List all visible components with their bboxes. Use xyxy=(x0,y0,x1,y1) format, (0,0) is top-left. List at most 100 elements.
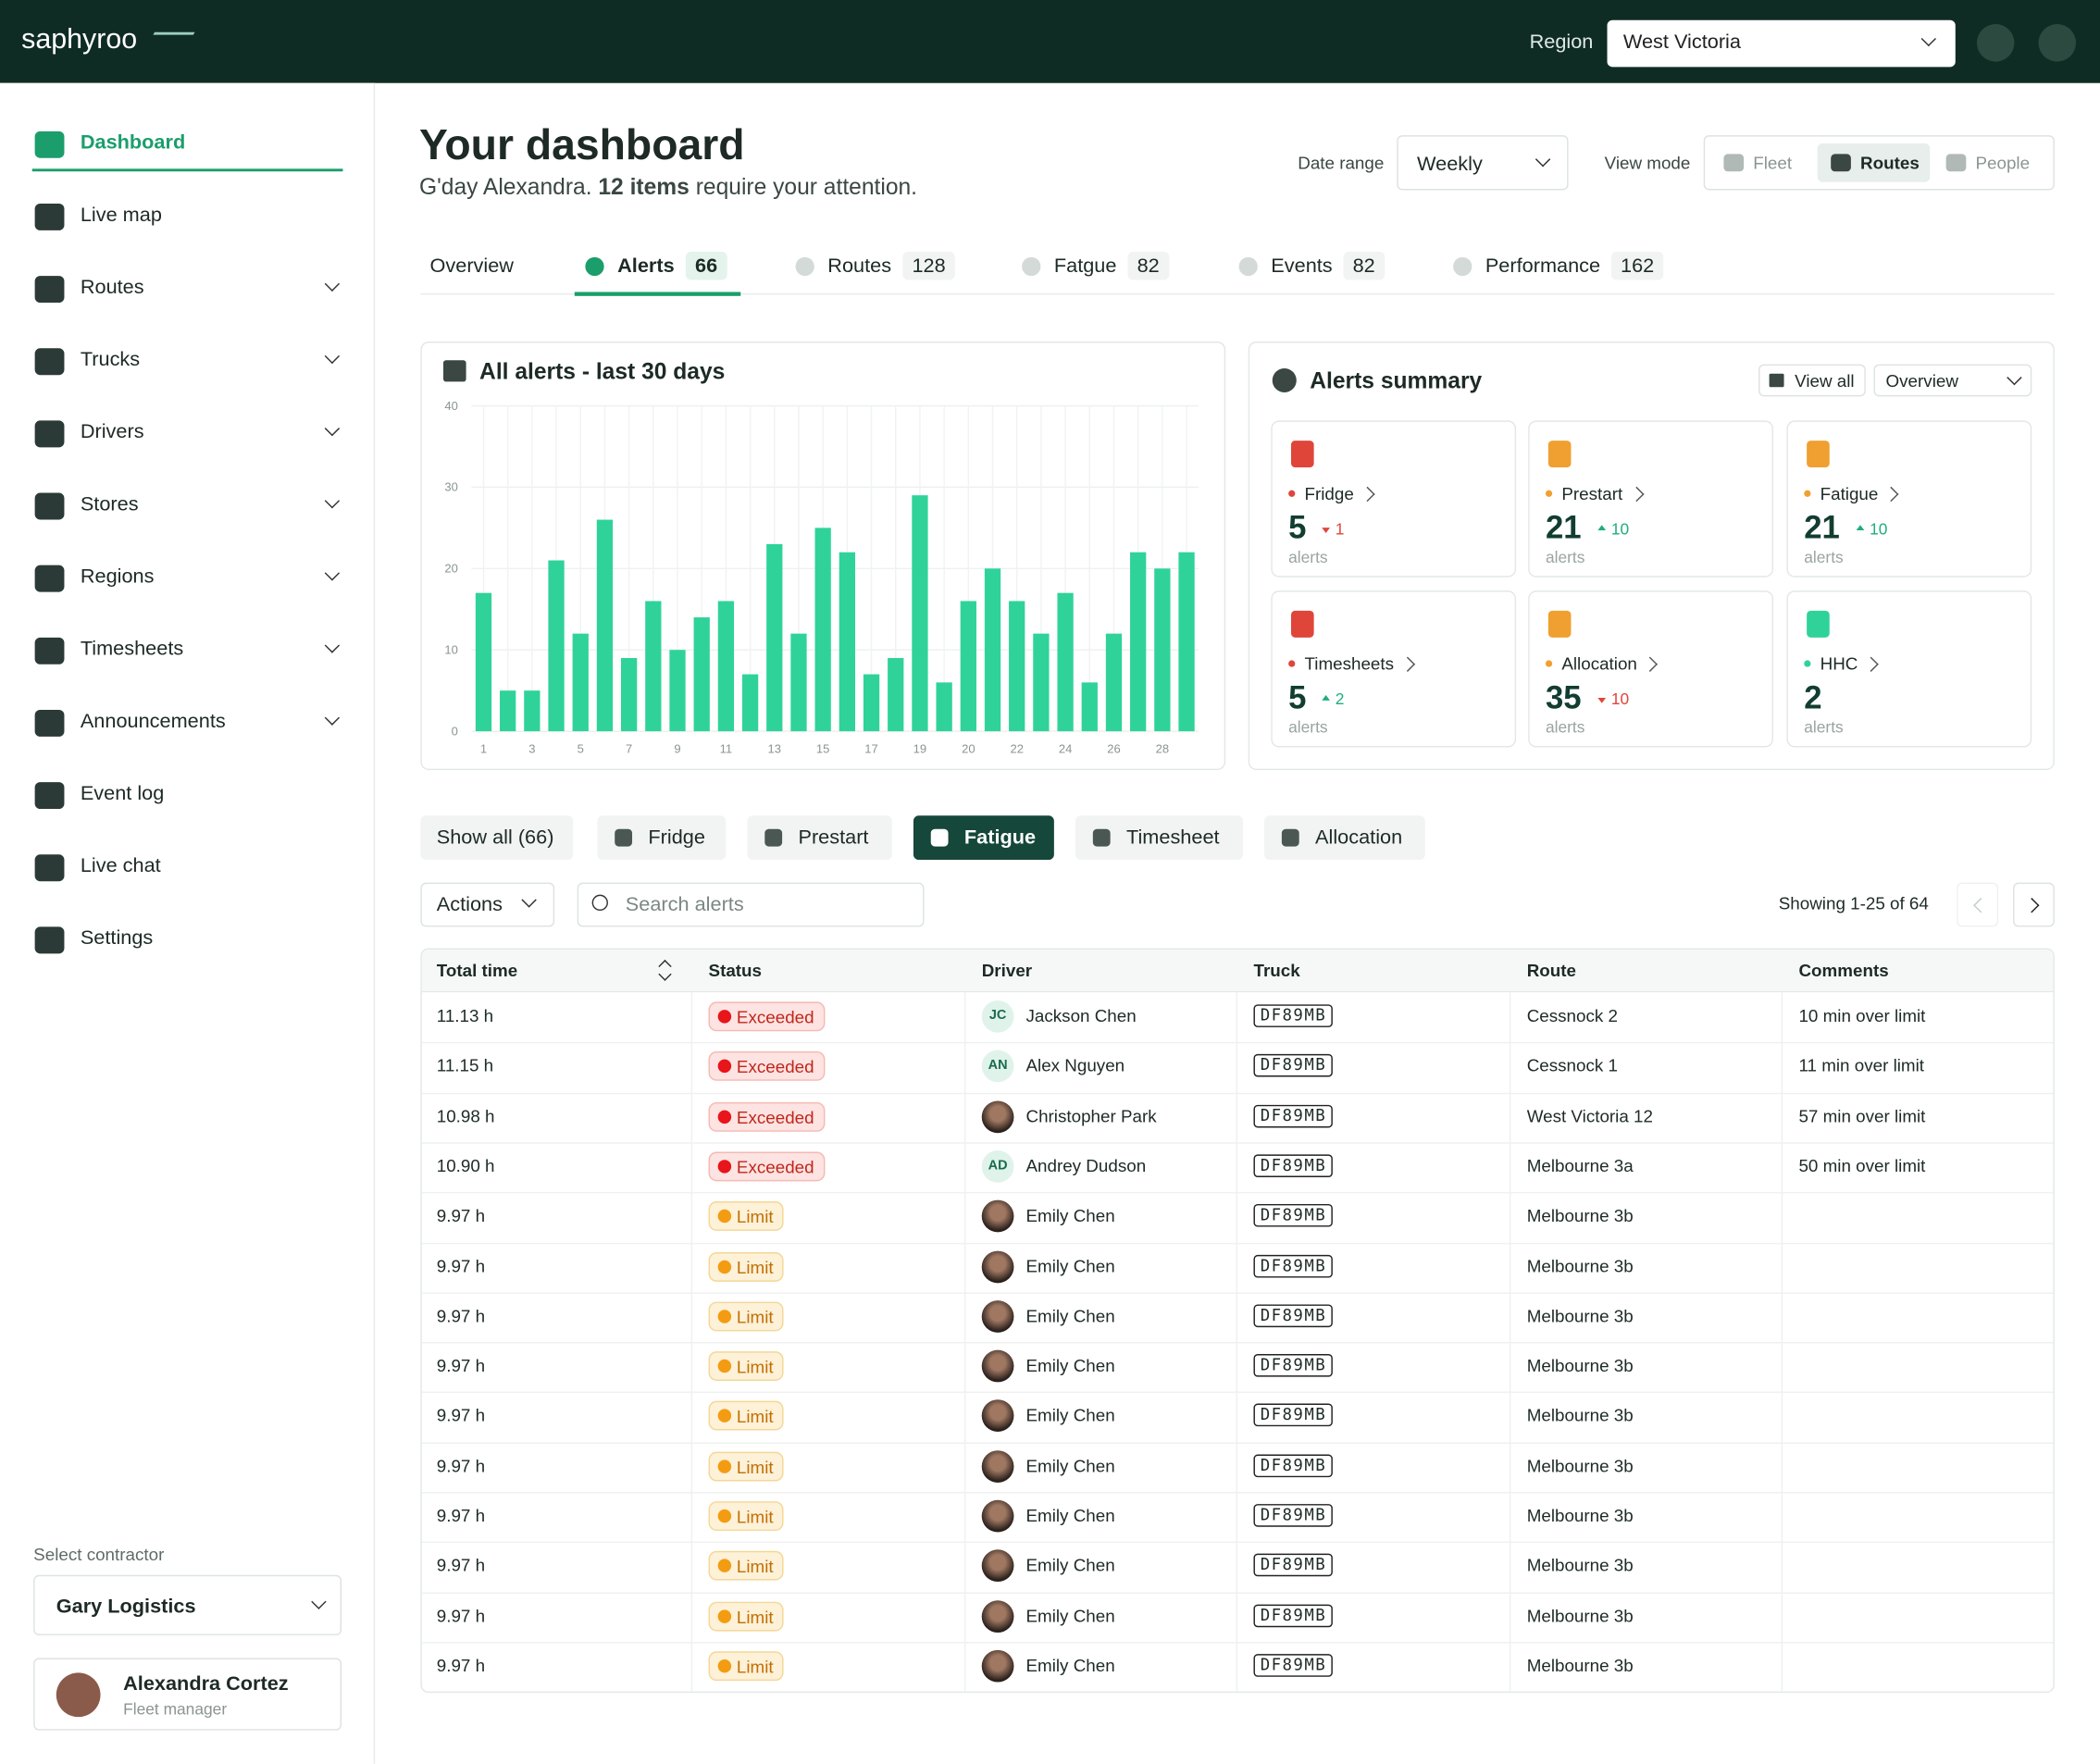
summary-card[interactable]: Timesheets 5 2 alerts xyxy=(1271,590,1517,748)
nav-item[interactable]: Routes xyxy=(32,273,343,316)
column-header: Status xyxy=(708,960,763,981)
view-mode-button[interactable]: Routes xyxy=(1817,143,1931,182)
status-dot xyxy=(717,1110,732,1124)
settings-button[interactable] xyxy=(2038,24,2077,62)
filter-button[interactable]: Prestart xyxy=(747,815,892,861)
cell-total-time: 9.97 h xyxy=(436,1655,486,1676)
nav-item[interactable]: Live map xyxy=(32,201,343,243)
filter-button[interactable]: Fatigue xyxy=(913,815,1054,861)
change-arrow xyxy=(1322,695,1330,701)
view-mode-button[interactable]: Fleet xyxy=(1710,143,1818,182)
nav-item[interactable]: Timesheets xyxy=(32,635,343,677)
column-header: Comments xyxy=(1798,960,1889,981)
nav-label: Live chat xyxy=(80,854,161,877)
card-label: HHC xyxy=(1820,653,1858,674)
cell-route: Melbourne 3b xyxy=(1526,1305,1634,1326)
cell-driver: Emily Chen xyxy=(1025,1655,1115,1676)
filter-label: Prestart xyxy=(798,826,869,850)
filter-label: Allocation xyxy=(1315,826,1403,850)
y-tick-label: 20 xyxy=(444,562,457,576)
nav-item[interactable]: Trucks xyxy=(32,345,343,388)
region-select[interactable]: West Victoria xyxy=(1607,19,1956,68)
nav-item[interactable]: Drivers xyxy=(32,417,343,460)
icon xyxy=(34,203,65,230)
cell-driver: Emily Chen xyxy=(1025,1555,1115,1576)
chevron-icon xyxy=(324,638,341,653)
cell-driver: Emily Chen xyxy=(1025,1405,1115,1426)
status-pill: Limit xyxy=(708,1551,785,1582)
summary-card[interactable]: Allocation 35 10 alerts xyxy=(1528,590,1773,748)
row-divider xyxy=(421,1042,2054,1044)
summary-select[interactable]: Overview xyxy=(1873,364,2032,397)
icon xyxy=(34,565,65,592)
nav-item[interactable]: Announcements xyxy=(32,707,343,750)
status-pill: Exceeded xyxy=(708,1151,826,1182)
view-all-button[interactable]: View all xyxy=(1758,364,1866,397)
nav-underline xyxy=(31,168,343,172)
bell-button[interactable] xyxy=(1976,24,2015,62)
cell-truck: DF89MB xyxy=(1253,1404,1334,1427)
view-mode-label: People xyxy=(1975,152,2031,173)
view-mode-button[interactable]: People xyxy=(1932,143,2040,182)
tab-label: Alerts xyxy=(617,254,675,278)
summary-card[interactable]: Prestart 21 10 alerts xyxy=(1528,420,1773,578)
card-label: Fridge xyxy=(1304,483,1354,504)
column-header: Truck xyxy=(1253,960,1300,981)
bar xyxy=(500,690,516,732)
bar xyxy=(596,519,614,732)
nav-item[interactable]: Dashboard xyxy=(31,129,343,172)
prev-page-button[interactable] xyxy=(1957,882,1999,927)
greeting-count: 12 items xyxy=(598,174,690,200)
summary-panel xyxy=(1248,342,2055,771)
nav-item[interactable]: Regions xyxy=(32,563,343,605)
bar xyxy=(475,592,492,732)
nav-item[interactable]: Stores xyxy=(32,491,343,533)
next-page-button[interactable] xyxy=(2012,882,2055,927)
icon xyxy=(1807,441,1830,468)
nav-item[interactable]: Live chat xyxy=(32,851,343,894)
cell-route: Melbourne 3b xyxy=(1526,1205,1634,1226)
cell-comment: 57 min over limit xyxy=(1798,1105,1926,1126)
status-dot xyxy=(717,1060,732,1074)
chevron-icon xyxy=(2007,369,2022,386)
status-dot xyxy=(717,1559,732,1573)
summary-card[interactable]: Fridge 5 1 alerts xyxy=(1271,420,1517,578)
date-range-select[interactable]: Weekly xyxy=(1397,135,1569,191)
filter-button[interactable]: Fridge xyxy=(597,815,727,861)
column-header: Total time xyxy=(436,960,518,981)
filter-button[interactable]: Allocation xyxy=(1264,815,1425,861)
cell-truck: DF89MB xyxy=(1253,1304,1334,1327)
status-pill: Exceeded xyxy=(708,1001,826,1032)
card-value: 21 xyxy=(1545,510,1582,547)
actions-button[interactable]: Actions xyxy=(420,882,555,927)
filter-button[interactable]: Timesheet xyxy=(1075,815,1243,861)
status-dot xyxy=(717,1658,732,1673)
filter-label: Fridge xyxy=(648,826,705,850)
x-tick-label: 17 xyxy=(864,741,877,755)
region-value: West Victoria xyxy=(1622,31,1741,54)
summary-card[interactable]: Fatigue 21 10 alerts xyxy=(1786,420,2032,578)
tab-label: Events xyxy=(1271,254,1333,278)
bar xyxy=(1009,601,1025,732)
status-dot xyxy=(717,1359,732,1373)
user-name: Alexandra Cortez xyxy=(123,1672,289,1696)
summary-card[interactable]: HHC 2 alerts xyxy=(1786,590,2032,748)
cell-truck: DF89MB xyxy=(1253,1054,1334,1077)
filter-button[interactable]: Show all (66) xyxy=(420,815,574,861)
user-avatar xyxy=(56,1672,101,1718)
view-all-label: View all xyxy=(1795,370,1855,391)
card-unit: alerts xyxy=(1288,717,1328,737)
nav-item[interactable]: Settings xyxy=(32,924,343,966)
cell-route: Melbourne 3b xyxy=(1526,1555,1634,1576)
table-frame xyxy=(420,948,2055,1694)
icon xyxy=(1547,441,1572,468)
card-unit: alerts xyxy=(1804,717,1844,737)
x-tick-label: 11 xyxy=(720,741,733,755)
x-tick-label: 19 xyxy=(913,741,926,755)
search-box[interactable]: Search alerts xyxy=(577,882,925,927)
cell-route: Cessnock 2 xyxy=(1526,1005,1618,1026)
nav-item[interactable]: Event log xyxy=(32,779,343,822)
y-tick-label: 40 xyxy=(444,399,457,413)
contractor-select[interactable]: Gary Logistics xyxy=(33,1574,342,1635)
